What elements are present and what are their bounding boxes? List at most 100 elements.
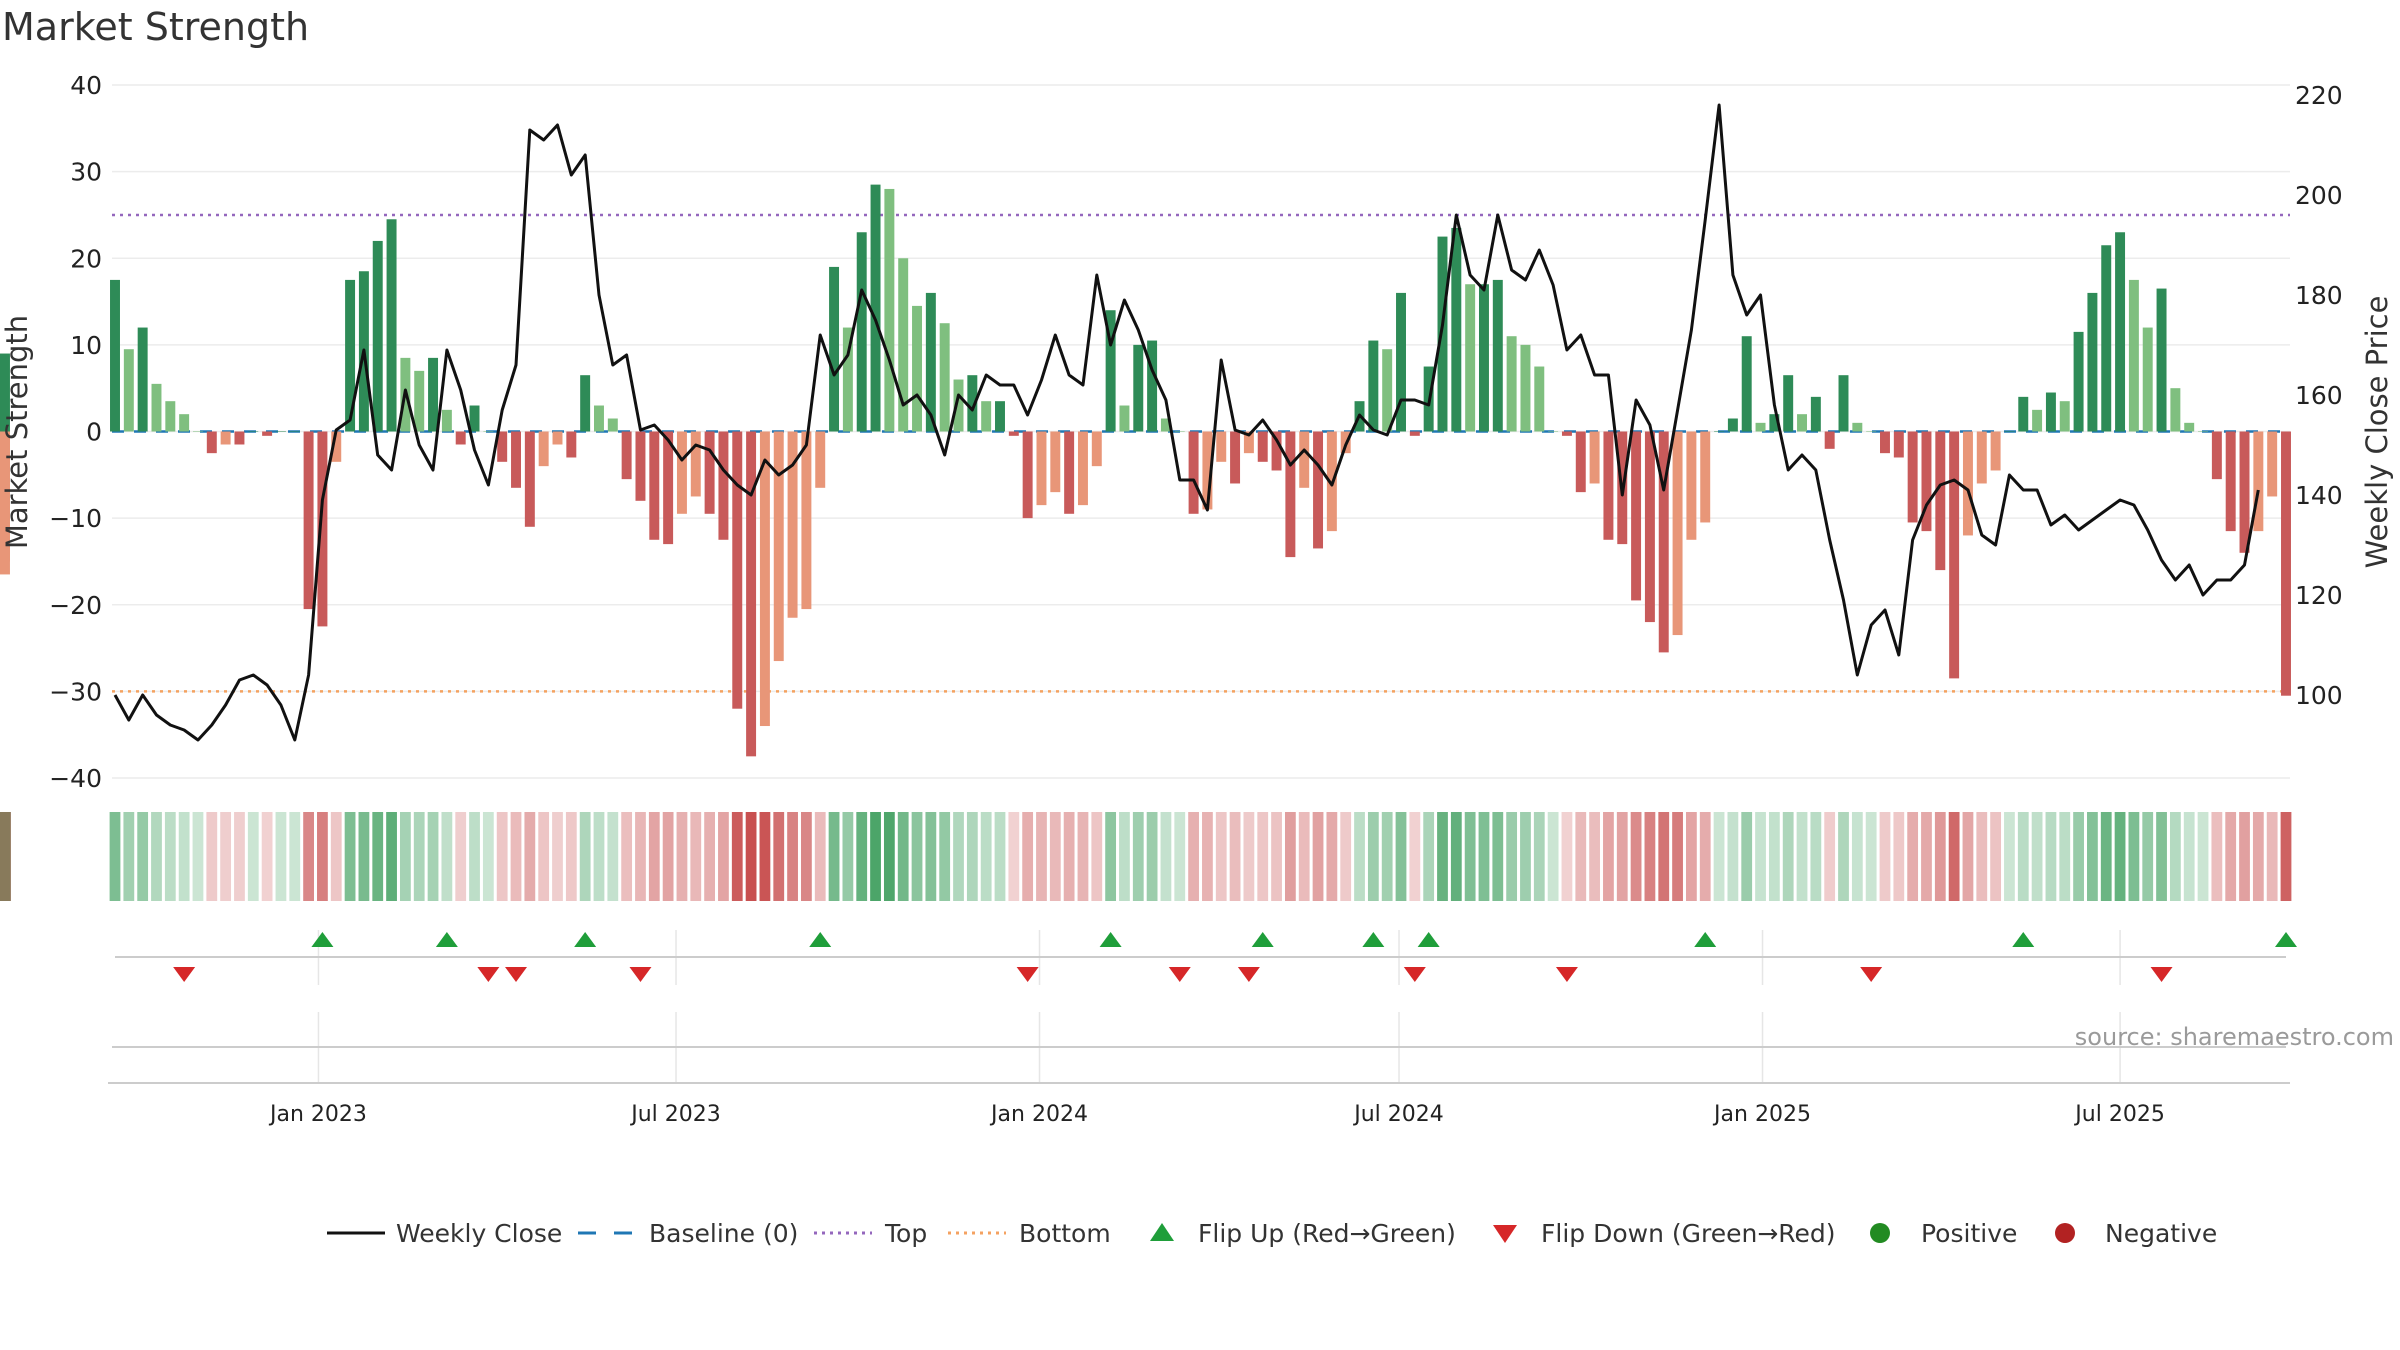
heat-cell — [1796, 812, 1808, 901]
heat-cell — [731, 812, 743, 901]
y2-tick-label: 140 — [2295, 481, 2343, 510]
heat-cell — [1229, 812, 1241, 901]
heat-cell — [538, 812, 550, 901]
heat-cell — [1174, 812, 1186, 901]
heat-cell — [1921, 812, 1932, 901]
strength-bar — [746, 431, 757, 757]
strength-bar — [1838, 375, 1849, 432]
heat-cell — [1132, 812, 1144, 901]
strength-bar — [621, 431, 632, 480]
heat-cell — [2073, 812, 2084, 901]
strength-bar — [676, 431, 687, 514]
flip-down-marker — [2150, 967, 2173, 982]
heat-cell — [1146, 812, 1158, 901]
strength-bar — [1714, 431, 1725, 432]
strength-bar — [289, 431, 300, 432]
heat-cell — [1644, 812, 1656, 901]
strength-bar — [1008, 431, 1019, 436]
strength-bar — [1866, 431, 1877, 432]
heat-cell — [1243, 812, 1255, 901]
strength-bar — [649, 431, 660, 540]
strength-bar — [1285, 431, 1296, 558]
strength-bar — [718, 431, 729, 540]
strength-bar — [884, 188, 895, 432]
flip-up-marker — [809, 932, 832, 947]
heat-cell — [1768, 812, 1780, 901]
legend-flip-up-swatch — [1150, 1223, 1174, 1241]
flip-down-marker — [1403, 967, 1426, 982]
heat-cell — [164, 812, 176, 901]
heat-cell — [1423, 812, 1435, 901]
heat-cell — [2197, 812, 2209, 901]
heat-cell — [455, 812, 467, 901]
strength-bar — [1396, 292, 1406, 432]
strength-bar — [607, 418, 618, 432]
heat-cell — [1395, 812, 1407, 901]
heat-cell — [1520, 812, 1531, 901]
heat-cell — [1948, 812, 1960, 901]
heat-cell — [1105, 812, 1117, 901]
heat-cell — [275, 812, 287, 901]
strength-bar — [2128, 279, 2139, 432]
strength-bar — [939, 323, 950, 432]
strength-bar — [1465, 284, 1476, 432]
strength-bar — [2211, 431, 2222, 480]
strength-bar — [220, 431, 231, 445]
strength-bar — [137, 327, 148, 432]
strength-bar — [524, 431, 535, 527]
heat-cell — [1008, 812, 1020, 901]
strength-bar — [2198, 431, 2209, 432]
heat-cell — [247, 812, 259, 901]
strength-bar — [898, 258, 909, 432]
heat-cell — [178, 812, 190, 901]
strength-bar — [1741, 336, 1752, 432]
right-axis-title: Weekly Close Price — [2360, 296, 2394, 569]
left-axis-title: Market Strength — [0, 315, 34, 549]
heat-cell — [151, 812, 162, 901]
strength-bar — [635, 431, 646, 501]
heat-cell — [1326, 812, 1338, 901]
strength-bar — [995, 401, 1005, 432]
flip-up-marker — [1694, 932, 1717, 947]
heat-cell — [690, 812, 702, 901]
heat-cell — [966, 812, 978, 901]
legend-label: Weekly Close — [396, 1219, 562, 1248]
strength-bar — [1313, 431, 1324, 549]
flip-up-marker — [1099, 932, 1122, 947]
heat-cell — [2114, 812, 2126, 901]
heat-cell — [2169, 812, 2181, 901]
heat-cell — [1492, 812, 1504, 901]
heat-cell — [1990, 812, 2002, 901]
heat-cell — [220, 812, 232, 901]
flip-down-marker — [173, 967, 196, 982]
strength-bar — [1492, 279, 1503, 432]
heat-cell — [994, 812, 1006, 901]
strength-bar — [1921, 431, 1932, 532]
flip-up-marker — [435, 932, 458, 947]
heat-cell — [2004, 812, 2015, 901]
strength-bar — [1769, 414, 1780, 432]
heat-cell — [1658, 812, 1670, 901]
heat-cell — [1851, 812, 1863, 901]
flip-down-marker — [629, 967, 652, 982]
heat-cell — [1838, 812, 1849, 901]
strength-bar — [414, 370, 425, 432]
strength-bar — [1700, 431, 1711, 523]
strength-bar — [1893, 431, 1904, 458]
strength-bar — [1727, 418, 1738, 432]
heat-cell — [0, 812, 11, 901]
strength-bar — [1506, 336, 1517, 432]
heat-cell — [441, 812, 453, 901]
strength-bar — [953, 379, 964, 432]
flip-down-marker — [1168, 967, 1191, 982]
heat-cell — [206, 812, 218, 901]
heat-cell — [2017, 812, 2029, 901]
strength-bar — [870, 184, 881, 432]
flip-down-marker — [1016, 967, 1039, 982]
strength-bar — [2281, 431, 2291, 696]
strength-bar — [1050, 431, 1061, 493]
strength-bar — [372, 240, 383, 432]
heat-cell — [427, 812, 439, 901]
heat-cell — [1699, 812, 1711, 901]
strength-bar — [275, 431, 286, 432]
